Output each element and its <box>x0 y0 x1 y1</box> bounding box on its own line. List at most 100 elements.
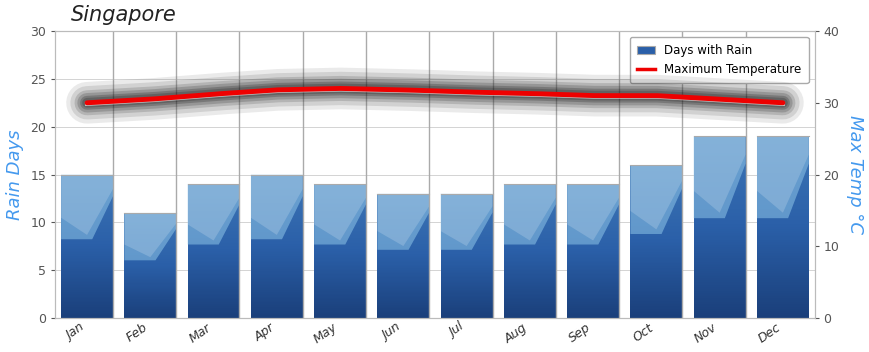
Bar <box>567 184 619 186</box>
Bar <box>756 218 808 220</box>
Bar <box>188 225 239 226</box>
Polygon shape <box>441 194 492 246</box>
Bar <box>188 315 239 317</box>
Bar <box>377 199 428 200</box>
Bar <box>61 261 113 262</box>
Bar <box>188 313 239 314</box>
Bar <box>756 269 808 271</box>
Bar <box>630 237 681 239</box>
Bar <box>693 196 745 198</box>
Text: Singapore: Singapore <box>70 5 176 25</box>
Bar <box>756 191 808 193</box>
Bar <box>124 295 176 296</box>
Bar <box>503 271 555 273</box>
Polygon shape <box>314 184 366 245</box>
Bar <box>693 144 745 145</box>
Bar <box>756 142 808 144</box>
Bar <box>503 315 555 317</box>
Bar <box>567 194 619 195</box>
Bar <box>188 252 239 254</box>
Bar <box>567 228 619 230</box>
Bar <box>567 269 619 270</box>
Bar <box>124 227 176 228</box>
Bar <box>377 253 428 255</box>
Y-axis label: Rain Days: Rain Days <box>5 130 23 220</box>
Bar <box>314 266 366 267</box>
Bar <box>756 149 808 151</box>
Bar <box>188 199 239 200</box>
Bar <box>188 187 239 188</box>
Bar <box>61 284 113 285</box>
Bar <box>441 253 492 255</box>
Bar <box>693 247 745 249</box>
Bar <box>61 208 113 209</box>
Polygon shape <box>124 213 176 257</box>
Bar <box>314 206 366 207</box>
Bar <box>567 235 619 237</box>
Bar <box>567 252 619 254</box>
Bar <box>441 221 492 222</box>
Bar <box>756 213 808 214</box>
Bar <box>441 228 492 230</box>
Bar <box>503 290 555 291</box>
Bar <box>314 252 366 254</box>
Bar <box>441 222 492 224</box>
Bar <box>693 206 745 207</box>
Bar <box>124 214 176 215</box>
Bar <box>377 313 428 315</box>
Bar <box>61 196 113 197</box>
Bar <box>188 232 239 234</box>
Bar <box>188 230 239 231</box>
Bar <box>756 169 808 171</box>
Polygon shape <box>377 194 428 246</box>
Bar <box>250 218 302 219</box>
Bar <box>188 208 239 210</box>
Bar <box>188 207 239 208</box>
Bar <box>124 221 176 222</box>
Bar <box>377 316 428 317</box>
Bar <box>441 265 492 266</box>
Bar <box>61 258 113 259</box>
Bar <box>250 275 302 277</box>
Bar <box>756 285 808 287</box>
Bar <box>61 233 113 235</box>
Bar <box>693 173 745 175</box>
Bar <box>756 256 808 258</box>
Polygon shape <box>250 175 302 235</box>
Bar <box>441 279 492 281</box>
Bar <box>693 264 745 265</box>
Bar <box>503 262 555 263</box>
Bar <box>124 245 176 246</box>
Bar <box>250 279 302 281</box>
Bar <box>630 283 681 284</box>
Bar <box>441 250 492 251</box>
Bar <box>441 293 492 295</box>
Bar <box>630 308 681 309</box>
Bar <box>630 180 681 182</box>
Bar <box>314 300 366 301</box>
Polygon shape <box>756 136 808 218</box>
Bar <box>441 247 492 249</box>
Bar <box>630 215 681 217</box>
Bar <box>630 314 681 315</box>
Bar <box>124 284 176 285</box>
Bar <box>124 262 176 263</box>
Bar <box>567 251 619 252</box>
Bar <box>567 301 619 302</box>
Bar <box>124 308 176 309</box>
Bar <box>756 280 808 282</box>
Bar <box>250 216 302 218</box>
Bar <box>756 153 808 155</box>
Bar <box>377 195 428 196</box>
Bar <box>441 207 492 209</box>
Bar <box>250 232 302 233</box>
Bar <box>441 306 492 307</box>
Bar <box>377 213 428 214</box>
Bar <box>693 284 745 285</box>
Bar <box>124 311 176 312</box>
Bar <box>756 262 808 264</box>
Bar <box>188 259 239 260</box>
Bar <box>61 268 113 269</box>
Bar <box>567 227 619 228</box>
Bar <box>503 302 555 303</box>
